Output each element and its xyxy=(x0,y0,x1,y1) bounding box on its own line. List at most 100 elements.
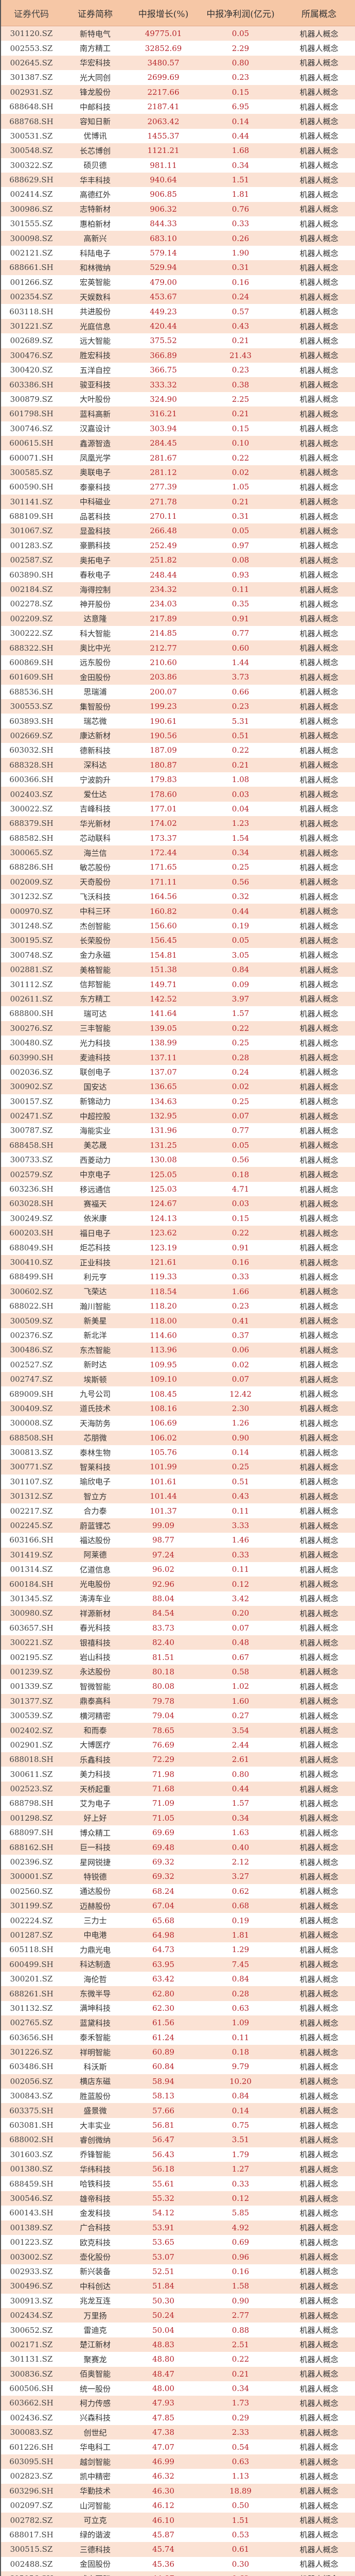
concept: 机器人概念 xyxy=(299,1930,339,1940)
stock-code: 301387.SZ xyxy=(10,73,53,82)
net-profit: 0.12 xyxy=(232,2194,250,2203)
concept: 机器人概念 xyxy=(299,219,339,229)
growth-pct: 68.24 xyxy=(152,1886,174,1896)
net-profit: 0.97 xyxy=(232,540,250,550)
growth-pct: 281.67 xyxy=(150,453,177,463)
concept: 机器人概念 xyxy=(299,1974,339,1984)
growth-pct: 53.07 xyxy=(152,2252,174,2262)
concept: 机器人概念 xyxy=(299,731,339,741)
stock-name: 神开股份 xyxy=(79,599,111,609)
net-profit: 6.95 xyxy=(232,102,250,112)
net-profit: 0.18 xyxy=(232,1170,250,1179)
growth-pct: 281.12 xyxy=(150,467,177,477)
concept: 机器人概念 xyxy=(299,1126,339,1136)
stock-code: 002376.SZ xyxy=(10,1330,53,1340)
growth-pct: 119.33 xyxy=(150,1272,177,1282)
net-profit: 0.44 xyxy=(232,131,250,141)
stock-code: 002765.SZ xyxy=(10,2018,53,2028)
stock-name: 飞荣达 xyxy=(83,1287,107,1297)
table-row: 603990.SH 麦迪科技 137.11 0.28 机器人概念 xyxy=(1,1050,355,1065)
growth-pct: 172.44 xyxy=(150,848,177,858)
stock-name: 中邮科技 xyxy=(79,102,111,112)
stock-code: 300098.SZ xyxy=(10,233,53,243)
concept: 机器人概念 xyxy=(299,907,339,917)
stock-name: 鼎泰高科 xyxy=(79,1697,111,1706)
concept: 机器人概念 xyxy=(299,1097,339,1107)
stock-code: 300221.SZ xyxy=(10,1638,53,1648)
net-profit: 0.57 xyxy=(232,307,250,316)
net-profit: 5.31 xyxy=(232,716,250,726)
stock-name: 三力士 xyxy=(83,1916,107,1926)
concept: 机器人概念 xyxy=(299,1184,339,1194)
table-row: 002471.SZ 中超控股 132.95 0.07 机器人概念 xyxy=(1,1108,355,1124)
growth-pct: 80.18 xyxy=(152,1667,174,1676)
concept: 机器人概念 xyxy=(299,2398,339,2408)
growth-pct: 56.81 xyxy=(152,2121,174,2130)
growth-pct: 45.36 xyxy=(152,2559,174,2569)
stock-name: 国安达 xyxy=(83,1082,107,1092)
stock-name: 硕贝德 xyxy=(83,161,107,171)
table-row: 600506.SH 统一股份 48.00 0.34 机器人概念 xyxy=(1,2381,355,2396)
net-profit: 0.07 xyxy=(232,1623,250,1633)
table-row: 002224.SZ 三力士 65.68 0.19 机器人概念 xyxy=(1,1913,355,1928)
concept: 机器人概念 xyxy=(299,1199,339,1209)
stock-name: 华纬科技 xyxy=(79,2164,111,2174)
table-row: 002527.SZ 新时达 109.95 0.02 机器人概念 xyxy=(1,1357,355,1372)
table-row: 300001.SZ 特锐德 69.32 3.27 机器人概念 xyxy=(1,1869,355,1884)
stock-name: 海伦哲 xyxy=(83,1974,107,1984)
net-profit: 0.80 xyxy=(232,58,250,67)
table-row: 300986.SZ 志特新材 906.32 0.76 机器人概念 xyxy=(1,201,355,217)
table-row: 688109.SH 品茗科技 270.11 0.31 机器人概念 xyxy=(1,509,355,524)
header-net-profit: 中报净利润(亿元) xyxy=(206,9,275,20)
net-profit: 0.84 xyxy=(232,1974,250,1984)
stock-code: 301377.SZ xyxy=(10,1696,53,1706)
concept: 机器人概念 xyxy=(299,395,339,404)
stock-code: 688379.SH xyxy=(9,819,54,828)
net-profit: 2.30 xyxy=(232,1403,250,1413)
table-row: 002523.SZ 天桥起重 71.68 0.44 机器人概念 xyxy=(1,1781,355,1797)
stock-code: 605056.SH xyxy=(1,2574,62,2576)
growth-pct: 60.89 xyxy=(152,2047,174,2057)
stock-code: 002933.SZ xyxy=(10,2266,53,2276)
table-row: 688536.SH 思瑞浦 200.07 0.66 机器人概念 xyxy=(1,684,355,699)
table-row: 600143.SH 金发科技 54.12 5.85 机器人概念 xyxy=(1,2206,355,2221)
growth-pct: 187.09 xyxy=(150,745,177,755)
growth-pct: 46.32 xyxy=(152,2471,174,2481)
stock-name: 瑞芯微 xyxy=(83,717,107,726)
table-row: 605118.SH 力鼎光电 64.73 1.29 机器人概念 xyxy=(1,1942,355,1957)
concept: 机器人概念 xyxy=(299,629,339,638)
growth-pct: 45.74 xyxy=(152,2545,174,2554)
net-profit: 0.43 xyxy=(232,321,250,331)
stock-code: 300531.SZ xyxy=(10,131,53,141)
table-row: 603375.SH 盛景微 57.66 0.14 机器人概念 xyxy=(1,2103,355,2118)
concept: 机器人概念 xyxy=(299,2354,339,2364)
net-profit: 0.27 xyxy=(232,1711,250,1721)
stock-name: 信邦智能 xyxy=(79,980,111,990)
table-row: 301345.SZ 涛涛车业 88.04 3.42 机器人概念 xyxy=(1,1591,355,1606)
net-profit: 2.33 xyxy=(232,2428,250,2437)
table-row: 300480.SZ 光力科技 138.99 0.25 机器人概念 xyxy=(1,1035,355,1050)
stock-code: 603375.SH xyxy=(9,2106,54,2115)
net-profit: 0.40 xyxy=(232,1842,250,1852)
stock-code: 688322.SH xyxy=(9,643,54,653)
stock-code: 300486.SZ xyxy=(10,1345,53,1355)
stock-code: 002224.SZ xyxy=(10,1916,53,1925)
table-row: 301603.SZ 乔锋智能 56.43 1.79 机器人概念 xyxy=(1,2147,355,2162)
stock-code: 002611.SZ xyxy=(10,994,53,1004)
stock-name: 亿道信息 xyxy=(79,1565,111,1574)
net-profit: 1.66 xyxy=(232,1286,250,1296)
concept: 机器人概念 xyxy=(299,117,339,127)
concept: 机器人概念 xyxy=(299,2457,339,2467)
table-row: 002434.SZ 万里扬 50.24 2.77 机器人概念 xyxy=(1,2308,355,2323)
concept: 机器人概念 xyxy=(299,1989,339,1999)
concept: 机器人概念 xyxy=(299,1580,339,1589)
table-row: 600203.SH 福日电子 123.62 0.22 机器人概念 xyxy=(1,1226,355,1241)
concept: 机器人概念 xyxy=(299,658,339,668)
growth-pct: 130.08 xyxy=(150,1155,177,1165)
stock-code: 001389.SZ xyxy=(10,2223,53,2232)
concept: 机器人概念 xyxy=(299,1404,339,1414)
growth-pct: 266.48 xyxy=(150,526,177,536)
stock-code: 688459.SH xyxy=(9,2179,54,2189)
concept: 机器人概念 xyxy=(299,1550,339,1560)
growth-pct: 2063.42 xyxy=(147,116,180,126)
